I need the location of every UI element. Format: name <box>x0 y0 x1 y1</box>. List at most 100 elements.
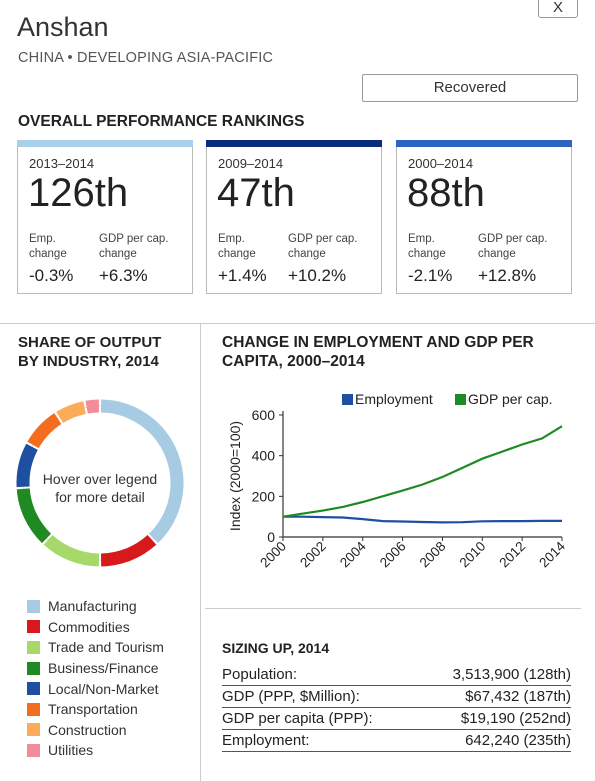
donut-slice-transportation[interactable] <box>27 413 62 449</box>
emp-change-value: -2.1% <box>408 266 453 285</box>
donut-slice-manufacturing[interactable] <box>100 399 184 544</box>
x-tick-label: 2014 <box>536 538 568 570</box>
sizing-row: GDP per capita (PPP): $19,190 (252nd) <box>222 708 571 730</box>
legend-label: Commodities <box>48 618 130 635</box>
sizing-row: Employment: 642,240 (235th) <box>222 730 571 752</box>
ranking-period: 2013–2014 <box>29 156 95 171</box>
legend-label: Transportation <box>48 701 138 718</box>
sizing-label: GDP (PPP, $Million): <box>222 688 360 705</box>
sizing-value: $67,432 (187th) <box>465 688 571 705</box>
x-tick-label: 2000 <box>257 539 289 571</box>
donut-slice-commodities[interactable] <box>100 534 157 567</box>
ranking-card-2: 2009–2014 47th Emp. change GDP per cap. … <box>206 140 382 294</box>
legend-item[interactable]: Local/Non-Market <box>27 678 164 699</box>
gdp-change-value: +6.3% <box>99 266 148 285</box>
sizing-row: GDP (PPP, $Million): $67,432 (187th) <box>222 686 571 708</box>
share-title-line1: SHARE OF OUTPUT <box>18 334 162 351</box>
sizing-value: 3,513,900 (128th) <box>452 666 571 683</box>
rankings-title: OVERALL PERFORMANCE RANKINGS <box>18 113 305 130</box>
sizing-label: Population: <box>222 666 298 683</box>
sizing-row: Population: 3,513,900 (128th) <box>222 664 571 686</box>
y-tick-label: 200 <box>252 488 276 504</box>
ranking-card-bar <box>17 140 193 147</box>
status-button[interactable]: Recovered <box>362 74 578 102</box>
legend-swatch <box>27 723 40 737</box>
industry-donut-chart[interactable] <box>12 395 188 571</box>
x-tick-label: 2004 <box>337 538 369 570</box>
gdp-change-value: +10.2% <box>288 266 347 285</box>
legend-label: Manufacturing <box>48 598 137 615</box>
donut-slice-utilities[interactable] <box>85 399 100 414</box>
change-title-line1: CHANGE IN EMPLOYMENT AND GDP PER <box>222 334 534 351</box>
legend-swatch <box>27 743 40 757</box>
legend-item[interactable]: Business/Finance <box>27 658 164 679</box>
close-button[interactable]: X <box>538 0 578 18</box>
gdp-change-value: +12.8% <box>478 266 537 285</box>
ranking-value: 88th <box>407 171 485 215</box>
ranking-period: 2009–2014 <box>218 156 284 171</box>
employment-gdp-line-chart: 0 200 400 600 2000 2002 2004 2006 2008 2010 2012 20… <box>227 391 568 571</box>
emp-change-label: Emp. change <box>218 233 256 260</box>
gdp-change-label: GDP per cap. change <box>99 233 169 260</box>
donut-slice-trade-and-tourism[interactable] <box>43 534 100 567</box>
legend-item[interactable]: Construction <box>27 720 164 741</box>
city-title: Anshan <box>17 12 109 42</box>
chart-legend-label: GDP per cap. <box>468 391 553 407</box>
legend-item[interactable]: Commodities <box>27 617 164 638</box>
emp-change-value: +1.4% <box>218 266 267 285</box>
sizing-table: Population: 3,513,900 (128th) GDP (PPP, $M… <box>222 664 571 752</box>
y-tick-label: 400 <box>252 448 276 464</box>
donut-slice-local-non-market[interactable] <box>16 443 38 488</box>
sizing-value: $19,190 (252nd) <box>460 710 571 727</box>
legend-swatch <box>27 702 40 716</box>
sizing-label: Employment: <box>222 732 310 749</box>
legend-item[interactable]: Trade and Tourism <box>27 637 164 658</box>
gdp-change-label: GDP per cap. change <box>288 233 358 260</box>
sizing-value: 642,240 (235th) <box>465 732 571 749</box>
legend-label: Business/Finance <box>48 660 159 677</box>
series-line-employment <box>283 515 562 524</box>
ranking-period: 2000–2014 <box>408 156 474 171</box>
x-tick-label: 2012 <box>496 539 528 571</box>
legend-swatch <box>27 661 40 675</box>
donut-hint-line1: Hover over legend <box>42 471 158 487</box>
industry-legend: Manufacturing Commodities Trade and Touris… <box>27 596 164 761</box>
legend-swatch <box>27 599 40 613</box>
legend-item[interactable]: Transportation <box>27 699 164 720</box>
emp-change-label: Emp. change <box>29 233 67 260</box>
y-tick-label: 0 <box>267 529 275 545</box>
legend-swatch <box>27 640 40 654</box>
legend-swatch <box>27 620 40 634</box>
x-tick-label: 2010 <box>457 539 489 571</box>
ranking-value: 126th <box>28 171 129 215</box>
ranking-card-bar <box>206 140 382 147</box>
gdp-change-label: GDP per cap. change <box>478 233 548 260</box>
section-divider <box>205 608 581 609</box>
legend-label: Utilities <box>48 742 94 759</box>
legend-item[interactable]: Manufacturing <box>27 596 164 617</box>
chart-legend-label: Employment <box>355 391 433 407</box>
legend-label: Local/Non-Market <box>48 680 159 697</box>
ranking-card-1: 2013–2014 126th Emp. change GDP per cap.… <box>17 140 193 294</box>
emp-change-value: -0.3% <box>29 266 74 285</box>
donut-slice-construction[interactable] <box>56 401 87 424</box>
change-chart-title: CHANGE IN EMPLOYMENT AND GDP PER CAPITA,… <box>222 333 534 371</box>
y-axis-label: Index (2000=100) <box>227 421 243 531</box>
chart-legend-swatch <box>455 394 466 405</box>
donut-hint-line2: for more detail <box>55 489 145 505</box>
ranking-card-3: 2000–2014 88th Emp. change GDP per cap. … <box>396 140 572 294</box>
share-title-line2: BY INDUSTRY, 2014 <box>18 353 159 370</box>
section-divider <box>0 323 595 324</box>
donut-slice-business-finance[interactable] <box>16 488 52 544</box>
sizing-label: GDP per capita (PPP): <box>222 710 373 727</box>
emp-change-label: Emp. change <box>408 233 446 260</box>
legend-item[interactable]: Utilities <box>27 740 164 761</box>
ranking-card-bar <box>396 140 572 147</box>
x-tick-label: 2002 <box>297 539 329 571</box>
legend-label: Trade and Tourism <box>48 639 164 656</box>
legend-label: Construction <box>48 721 127 738</box>
share-title: SHARE OF OUTPUT BY INDUSTRY, 2014 <box>18 333 161 371</box>
column-divider <box>200 323 201 781</box>
donut-hint: Hover over legend for more detail <box>30 470 170 506</box>
region-subtitle: CHINA • DEVELOPING ASIA-PACIFIC <box>18 50 274 66</box>
